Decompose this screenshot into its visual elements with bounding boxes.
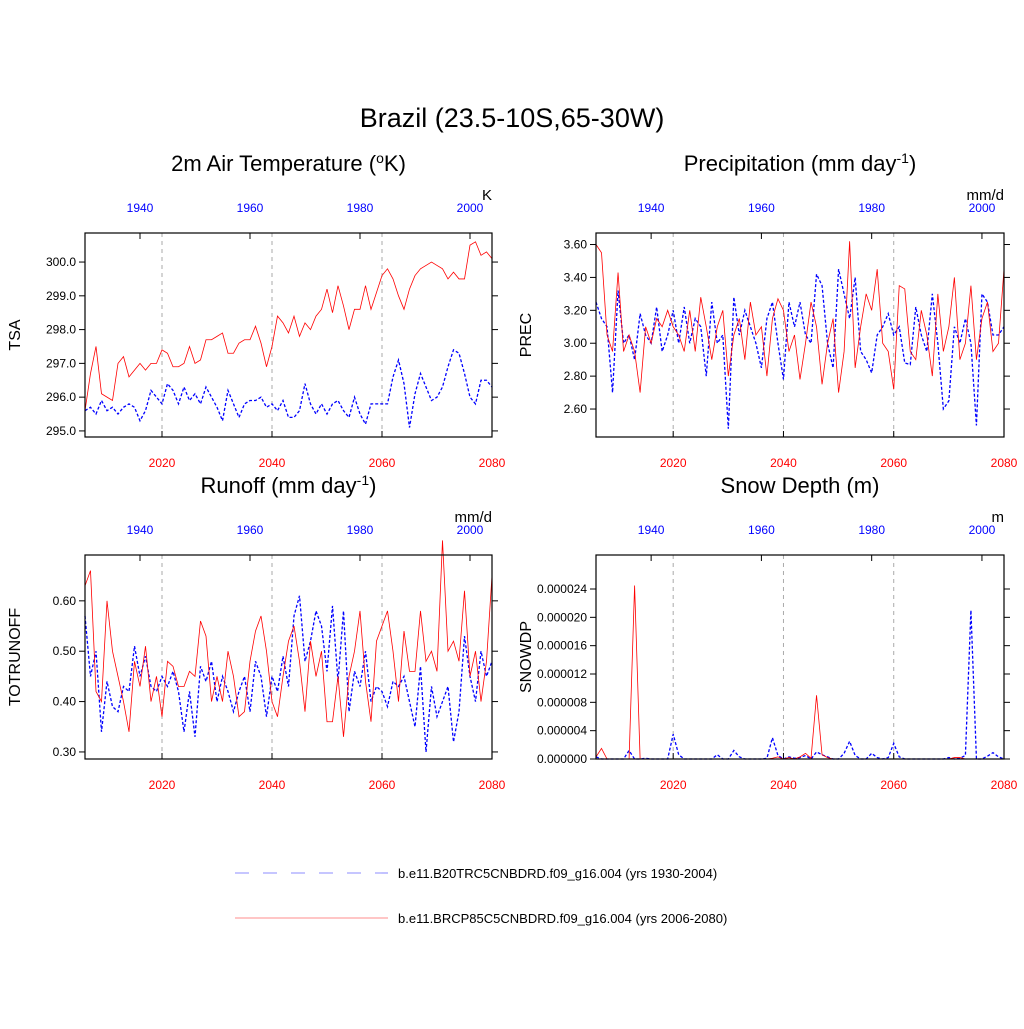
title-part: K) [384,151,406,176]
x2-tick-label: 2000 [457,523,484,537]
panel-title: Precipitation (mm day-1) [684,150,917,176]
x2-tick-label: 1980 [858,201,885,215]
y-tick-label: 0.000024 [537,582,587,596]
y-tick-label: 0.000008 [537,695,587,709]
series-line [595,269,1005,429]
series-line [84,595,493,753]
x-tick-label: 2020 [660,456,687,470]
y-axis-label: TSA [7,319,24,350]
series-line [84,540,493,737]
title-superscript: o [376,150,384,166]
units-label: mm/d [967,187,1005,204]
x2-tick-label: 1940 [127,523,154,537]
title-superscript: -1 [357,472,370,488]
y-tick-label: 296.0 [46,390,76,404]
x2-tick-label: 1940 [638,523,665,537]
title-part: Snow Depth (m) [721,473,880,498]
y-tick-label: 0.60 [53,594,77,608]
x-tick-label: 2040 [770,456,797,470]
series-line [84,348,493,428]
plot-frame [595,232,1005,438]
x2-tick-label: 1940 [638,201,665,215]
x-tick-label: 2020 [149,778,176,792]
x-tick-label: 2080 [991,456,1018,470]
y-tick-label: 3.40 [564,270,588,284]
panel-title: Runoff (mm day-1) [201,472,377,498]
title-part: 2m Air Temperature ( [171,151,377,176]
x-tick-label: 2080 [991,778,1018,792]
y-tick-label: 295.0 [46,424,76,438]
panel-title: 2m Air Temperature (oK) [171,150,406,176]
y-tick-label: 0.000012 [537,667,587,681]
title-part: ) [369,473,376,498]
plot-frame [84,554,493,760]
x2-tick-label: 1960 [748,201,775,215]
y-tick-label: 3.20 [564,303,588,317]
y-tick-label: 297.0 [46,356,76,370]
x2-tick-label: 1980 [858,523,885,537]
y-tick-label: 0.50 [53,644,77,658]
figure-title: Brazil (23.5-10S,65-30W) [360,103,665,133]
y-axis-label: PREC [518,313,535,357]
x2-tick-label: 2000 [969,201,996,215]
x-tick-label: 2040 [259,456,286,470]
y-tick-label: 0.30 [53,745,77,759]
series-line [595,241,1005,393]
x2-tick-label: 1940 [127,201,154,215]
panel-title: Snow Depth (m) [721,473,880,498]
y-tick-label: 299.0 [46,289,76,303]
plot-frame [595,554,1005,760]
y-tick-label: 0.000004 [537,724,587,738]
x-tick-label: 2020 [660,778,687,792]
x2-tick-label: 1960 [237,201,264,215]
title-part: Precipitation (mm day [684,151,897,176]
y-axis-label: SNOWDP [518,621,535,693]
x-tick-label: 2080 [479,778,506,792]
units-label: K [482,187,492,204]
y-tick-label: 300.0 [46,255,76,269]
x-tick-label: 2060 [369,456,396,470]
y-axis-label: TOTRUNOFF [7,608,24,707]
x2-tick-label: 2000 [457,201,484,215]
x2-tick-label: 2000 [969,523,996,537]
x-tick-label: 2040 [259,778,286,792]
legend-label: b.e11.BRCP85C5CNBDRD.f09_g16.004 (yrs 20… [398,911,727,926]
y-tick-label: 0.000000 [537,752,587,766]
y-tick-label: 0.000016 [537,639,587,653]
x-tick-label: 2060 [880,778,907,792]
y-tick-label: 3.60 [564,238,588,252]
x2-tick-label: 1980 [347,201,374,215]
plot-frame [84,232,493,438]
x-tick-label: 2060 [880,456,907,470]
title-part: ) [909,151,916,176]
legend-label: b.e11.B20TRC5CNBDRD.f09_g16.004 (yrs 193… [398,866,717,881]
y-tick-label: 0.40 [53,695,77,709]
units-label: mm/d [455,509,493,526]
title-part: Runoff (mm day [201,473,357,498]
x2-tick-label: 1960 [237,523,264,537]
y-tick-label: 0.000020 [537,610,587,624]
series-line [84,241,493,411]
x2-tick-label: 1960 [748,523,775,537]
y-tick-label: 2.80 [564,369,588,383]
y-tick-label: 2.60 [564,402,588,416]
x-tick-label: 2040 [770,778,797,792]
y-tick-label: 298.0 [46,323,76,337]
title-superscript: -1 [896,150,909,166]
x-tick-label: 2080 [479,456,506,470]
x-tick-label: 2060 [369,778,396,792]
y-tick-label: 3.00 [564,336,588,350]
x-tick-label: 2020 [149,456,176,470]
units-label: m [992,509,1005,526]
x2-tick-label: 1980 [347,523,374,537]
